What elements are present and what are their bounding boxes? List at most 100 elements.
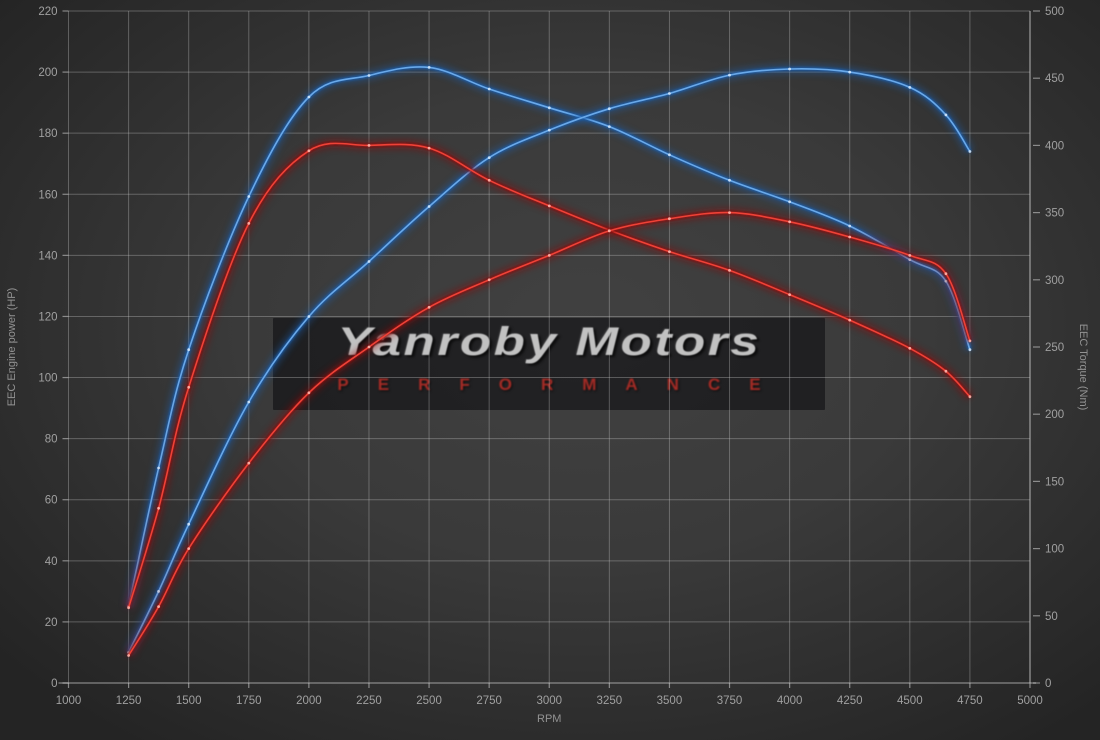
data-point-marker — [848, 224, 852, 228]
x-axis-title: RPM — [537, 713, 561, 725]
watermark-subtitle: PERFORMANCE — [337, 375, 790, 394]
series-original-power-hp — [124, 208, 975, 658]
data-point-marker — [944, 369, 948, 373]
data-point-marker — [848, 235, 852, 239]
tick-labels: 1000 1250 1500 1750 2000 2250 2500 2750 3000 3250… — [38, 6, 1064, 707]
data-point-marker — [728, 178, 731, 182]
data-point-marker — [247, 461, 251, 465]
data-point-marker — [157, 590, 161, 593]
right-tick-label: 150 — [1045, 476, 1064, 488]
x-tick-label: 2500 — [416, 695, 442, 707]
left-tick-label: 160 — [38, 189, 57, 201]
data-point-marker — [487, 156, 491, 160]
data-point-marker — [127, 606, 130, 610]
x-tick-label: 1750 — [236, 695, 262, 707]
data-point-marker — [487, 178, 491, 182]
x-tick-label: 1500 — [176, 695, 202, 707]
data-point-marker — [547, 106, 551, 110]
right-tick-label: 400 — [1045, 140, 1064, 152]
x-tick-label: 5000 — [1017, 695, 1043, 707]
right-axis-title: EEC Torque (Nm) — [1077, 324, 1089, 411]
data-point-marker — [187, 348, 191, 352]
data-point-marker — [908, 346, 912, 350]
data-point-marker — [157, 605, 161, 608]
series-line — [127, 66, 971, 607]
data-point-marker — [187, 522, 191, 526]
left-tick-label: 220 — [38, 6, 57, 18]
data-point-marker — [127, 654, 130, 657]
series-original-torque-nm — [124, 138, 974, 610]
data-point-marker — [668, 92, 671, 95]
x-tick-label: 4500 — [897, 695, 923, 707]
x-tick-label: 4750 — [957, 695, 983, 707]
watermark: Yanroby Motors PERFORMANCE — [273, 318, 825, 410]
x-tick-label: 3750 — [717, 695, 743, 707]
data-point-marker — [247, 400, 251, 404]
data-point-marker — [157, 506, 161, 510]
x-tick-label: 2000 — [296, 695, 322, 707]
data-point-marker — [607, 107, 611, 111]
data-point-marker — [427, 66, 431, 69]
data-point-marker — [247, 195, 251, 198]
data-point-marker — [788, 200, 791, 204]
data-point-marker — [487, 87, 491, 91]
left-axis-title: EEC Engine power (HP) — [6, 288, 18, 407]
left-tick-label: 0 — [51, 678, 57, 690]
data-point-marker — [607, 125, 611, 128]
x-tick-label: 3250 — [597, 695, 623, 707]
right-tick-label: 0 — [1045, 678, 1051, 690]
data-point-marker — [367, 144, 371, 147]
data-point-marker — [944, 113, 948, 117]
x-tick-label: 1000 — [56, 695, 82, 707]
data-point-marker — [968, 395, 972, 399]
data-point-marker — [607, 229, 611, 233]
data-point-marker — [728, 269, 731, 272]
data-point-marker — [367, 260, 371, 263]
watermark-title: Yanroby Motors — [337, 320, 761, 364]
x-tick-label: 1250 — [116, 695, 142, 707]
data-point-marker — [968, 348, 972, 352]
data-point-marker — [547, 204, 551, 208]
left-tick-label: 60 — [45, 495, 58, 507]
left-tick-label: 140 — [38, 250, 57, 262]
data-point-marker — [487, 278, 491, 282]
series-tuned-torque-nm — [124, 62, 975, 608]
data-point-marker — [968, 150, 972, 153]
data-point-marker — [367, 74, 371, 77]
data-point-marker — [788, 220, 791, 224]
data-point-marker — [728, 211, 731, 215]
left-tick-label: 200 — [38, 67, 57, 79]
right-tick-label: 300 — [1045, 275, 1064, 287]
data-point-marker — [668, 250, 671, 254]
x-tick-label: 4250 — [837, 695, 863, 707]
x-tick-label: 3000 — [536, 695, 562, 707]
right-tick-label: 200 — [1045, 409, 1064, 421]
data-point-marker — [427, 305, 431, 309]
data-point-marker — [187, 547, 191, 550]
axes — [58, 10, 1040, 688]
x-tick-label: 2250 — [356, 695, 382, 707]
data-point-marker — [547, 128, 551, 132]
data-point-marker — [307, 391, 311, 395]
x-tick-label: 4000 — [777, 695, 803, 707]
data-point-marker — [547, 254, 551, 257]
data-point-marker — [668, 217, 671, 221]
data-point-marker — [848, 318, 852, 322]
series-tuned-power-hp — [124, 64, 974, 655]
data-point-marker — [848, 70, 852, 74]
data-point-marker — [307, 149, 311, 153]
left-tick-label: 100 — [38, 373, 57, 385]
data-point-marker — [728, 73, 731, 77]
right-tick-label: 100 — [1045, 544, 1064, 556]
right-tick-label: 50 — [1045, 611, 1058, 623]
data-point-marker — [944, 272, 948, 276]
left-tick-label: 40 — [45, 556, 58, 568]
data-point-marker — [968, 339, 972, 343]
right-tick-label: 450 — [1045, 73, 1064, 85]
data-point-marker — [427, 146, 431, 150]
x-tick-label: 3500 — [657, 695, 683, 707]
right-tick-label: 250 — [1045, 342, 1064, 354]
right-tick-label: 350 — [1045, 208, 1064, 220]
